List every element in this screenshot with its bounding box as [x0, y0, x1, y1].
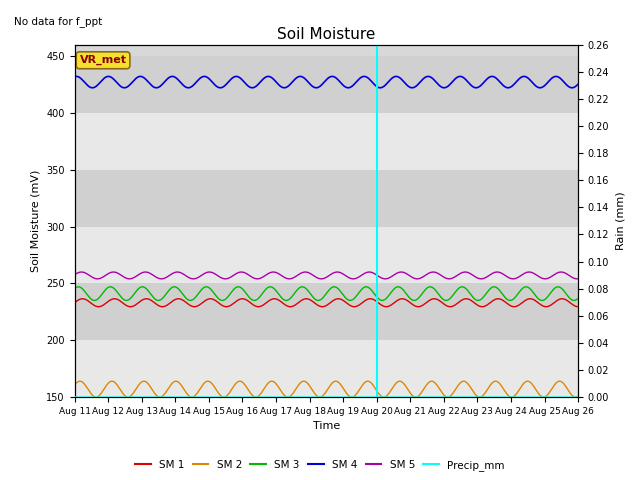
Y-axis label: Rain (mm): Rain (mm)	[615, 192, 625, 250]
Bar	[74, 56, 578, 113]
Text: VR_met: VR_met	[79, 55, 127, 65]
Bar	[74, 340, 578, 397]
Title: Soil Moisture: Soil Moisture	[277, 27, 376, 42]
Bar	[74, 283, 578, 340]
Bar	[74, 227, 578, 283]
Y-axis label: Soil Moisture (mV): Soil Moisture (mV)	[31, 169, 40, 272]
X-axis label: Time: Time	[313, 421, 340, 432]
Text: No data for f_ppt: No data for f_ppt	[14, 16, 102, 27]
Legend: SM 1, SM 2, SM 3, SM 4, SM 5, Precip_mm: SM 1, SM 2, SM 3, SM 4, SM 5, Precip_mm	[131, 456, 509, 475]
Bar	[74, 169, 578, 227]
Bar	[74, 113, 578, 169]
